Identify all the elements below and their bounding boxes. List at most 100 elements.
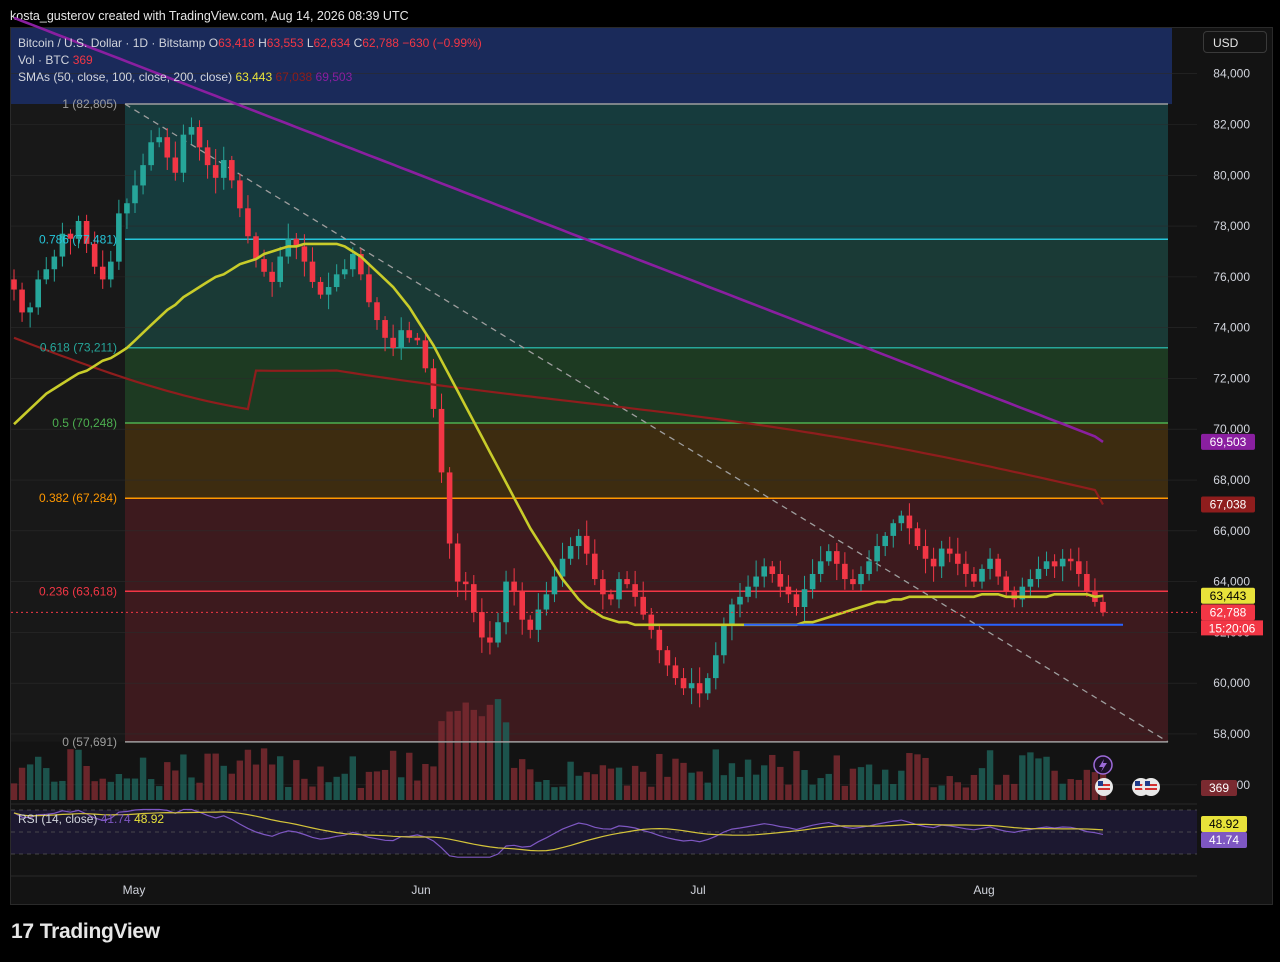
volume-bar	[486, 704, 494, 800]
tradingview-logo[interactable]: 17 TradingView	[11, 920, 160, 944]
volume-bar	[841, 785, 849, 800]
fib-label: 0.5 (70,248)	[52, 416, 117, 430]
candle-body	[1100, 601, 1106, 613]
us-flag-icon	[1135, 784, 1147, 786]
candle-body	[600, 579, 606, 595]
volume-bar	[139, 757, 147, 800]
volume-bar	[414, 780, 421, 800]
legend-volume-row: Vol · BTC 369	[18, 53, 93, 67]
fib-zones	[11, 28, 1172, 742]
price-tag: 62,788	[1210, 605, 1247, 619]
us-flag-icon	[1098, 788, 1110, 790]
candle-body	[309, 261, 316, 282]
candle-body	[874, 546, 880, 562]
volume-bar	[389, 750, 397, 800]
volume-bar	[1059, 783, 1066, 800]
candle-body	[91, 243, 98, 267]
candle-body	[438, 408, 445, 473]
candle-body	[1027, 579, 1034, 587]
candle-body	[922, 546, 929, 559]
candle-body	[220, 160, 227, 178]
volume-bar	[147, 779, 155, 800]
candle-body	[995, 558, 1001, 577]
fib-lines	[125, 103, 1168, 743]
volume-bar	[75, 749, 82, 800]
candle-body	[495, 622, 501, 643]
volume-bar	[1091, 772, 1099, 800]
price-tick: 70,000	[1213, 422, 1250, 436]
volume-bar	[204, 753, 211, 800]
volume-bar	[164, 762, 171, 800]
volume-tag: 369	[1209, 781, 1229, 795]
volume-bar	[293, 760, 300, 800]
volume-bar	[99, 778, 106, 800]
volume-bar	[156, 786, 163, 800]
volume-bar	[761, 765, 768, 800]
candle-body	[616, 579, 622, 600]
volume-bar	[212, 753, 219, 800]
candle-body	[454, 543, 461, 582]
candle-body	[366, 274, 372, 303]
candle-body	[374, 302, 380, 321]
trendline-dashed	[124, 103, 1169, 743]
candle-body	[858, 573, 864, 585]
volume-bar	[712, 749, 719, 800]
volume-bar	[623, 785, 631, 800]
volume-bar	[285, 787, 292, 800]
volume-bar	[615, 767, 623, 800]
volume-bar	[172, 770, 179, 800]
price-tags: 69,503 67,038 63,443 62,788 15:20:06 369	[1201, 433, 1263, 796]
volume-bar	[882, 769, 889, 800]
candle-body	[148, 142, 154, 166]
volume-bar	[728, 763, 736, 800]
volume-bar	[349, 756, 356, 800]
candle-body	[1003, 576, 1009, 592]
volume-bar	[220, 765, 227, 800]
price-tick: 58,000	[1213, 727, 1250, 741]
candle-body	[656, 629, 663, 651]
candle-body	[390, 337, 396, 348]
volume-bar	[67, 749, 74, 800]
us-flag-icon	[1135, 781, 1140, 786]
fib-zone	[125, 239, 1168, 348]
volume-bar	[1035, 758, 1042, 800]
candle-body	[825, 551, 832, 562]
candle-body	[543, 594, 550, 610]
candle-body	[987, 558, 993, 569]
volume-bar	[1019, 755, 1026, 800]
candle-body	[890, 523, 897, 536]
candle-body	[333, 274, 340, 288]
price-tag: 69,503	[1210, 435, 1247, 449]
currency-button[interactable]: USD	[1203, 31, 1267, 53]
candle-body	[519, 591, 525, 620]
low-label: L	[306, 36, 314, 50]
rsi-tag-bg	[1201, 832, 1247, 848]
candle-body	[172, 157, 179, 173]
candle-body	[212, 165, 219, 178]
candle-body	[269, 271, 275, 282]
rsi-line	[13, 808, 1104, 858]
rsi-value: 41.74	[100, 812, 131, 826]
candle-body	[164, 137, 171, 158]
candle-body	[59, 233, 66, 257]
volume-bar	[309, 786, 316, 800]
volume-bar	[1011, 783, 1018, 800]
volume-bar	[720, 775, 728, 800]
candle-body	[567, 546, 574, 559]
volume-bar	[317, 766, 324, 800]
volume-bar	[357, 787, 365, 800]
fib-zone	[125, 347, 1168, 423]
rsi-tag: 48.92	[1209, 817, 1239, 831]
fib-label: 1 (82,805)	[62, 97, 117, 111]
volume-bar	[277, 756, 284, 800]
volume-bar	[519, 759, 526, 800]
volume-bar	[502, 722, 510, 800]
candle-body	[914, 528, 921, 547]
us-flag-icon	[1098, 784, 1110, 786]
volume-bar	[406, 752, 413, 800]
candle-body	[721, 624, 727, 656]
volume-bar	[365, 771, 373, 800]
volume-bar	[244, 749, 252, 800]
us-flag-icon	[1135, 788, 1147, 790]
